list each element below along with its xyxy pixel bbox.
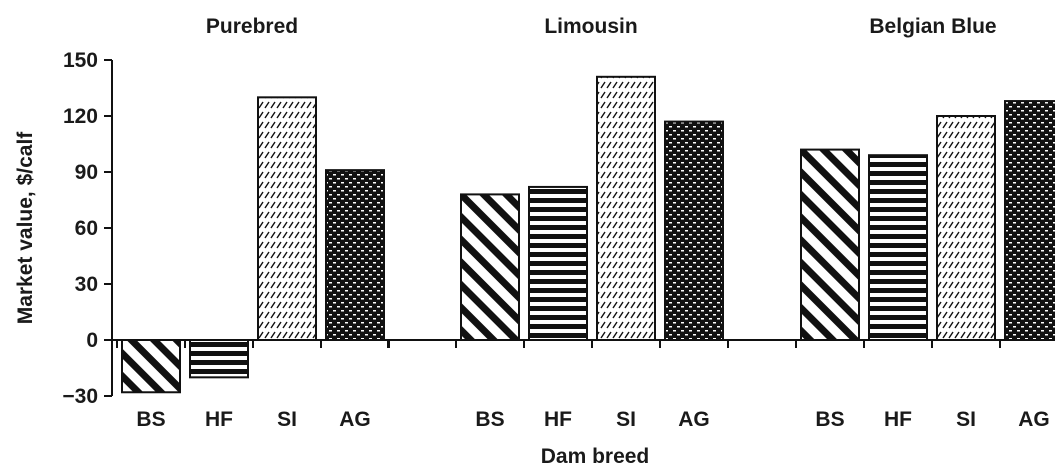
y-tick-label: 90 xyxy=(75,161,98,184)
x-axis xyxy=(112,339,1053,348)
bar-limousin-si xyxy=(596,75,656,342)
x-tick-label: SI xyxy=(956,408,976,431)
x-tick-label: AG xyxy=(339,408,371,431)
y-axis: −30 0 30 60 90 120 150 xyxy=(62,49,113,408)
bar-belgian-blue-si xyxy=(936,115,996,341)
bars xyxy=(121,75,1055,394)
y-axis-title: Market value, $/calf xyxy=(14,131,37,325)
y-tick-label: 60 xyxy=(75,217,98,240)
group-title-purebred: Purebred xyxy=(206,15,298,38)
group-title-belgian-blue: Belgian Blue xyxy=(869,15,996,38)
y-tick-label: 30 xyxy=(75,273,98,296)
x-tick-label: HF xyxy=(205,408,233,431)
y-tick-label: 120 xyxy=(63,105,98,128)
bar-belgian-blue-hf xyxy=(868,154,928,341)
x-tick-label: AG xyxy=(1018,408,1050,431)
y-tick-label: 150 xyxy=(63,49,98,72)
group-titles: Purebred Limousin Belgian Blue xyxy=(206,15,997,38)
x-tick-label: SI xyxy=(277,408,297,431)
bar-purebred-ag xyxy=(325,169,385,341)
bar-purebred-hf xyxy=(189,339,249,379)
x-tick-label: BS xyxy=(136,408,165,431)
x-tick-label: HF xyxy=(884,408,912,431)
bar-purebred-bs xyxy=(121,339,181,394)
bar-limousin-bs xyxy=(460,193,520,341)
x-tick-labels: BS HF SI AG BS HF SI AG BS HF SI AG xyxy=(136,408,1049,431)
x-tick-label: BS xyxy=(475,408,504,431)
bar-belgian-blue-bs xyxy=(800,148,860,341)
x-tick-label: SI xyxy=(616,408,636,431)
x-tick-label: BS xyxy=(815,408,844,431)
y-tick-label: 0 xyxy=(86,329,98,352)
x-axis-title: Dam breed xyxy=(541,445,650,468)
bar-limousin-hf xyxy=(528,185,588,341)
bar-belgian-blue-ag xyxy=(1004,100,1055,341)
group-title-limousin: Limousin xyxy=(544,15,637,38)
x-tick-label: AG xyxy=(678,408,710,431)
y-tick-label: −30 xyxy=(62,385,98,408)
bar-purebred-si xyxy=(257,96,317,342)
bar-limousin-ag xyxy=(664,120,724,341)
x-tick-label: HF xyxy=(544,408,572,431)
